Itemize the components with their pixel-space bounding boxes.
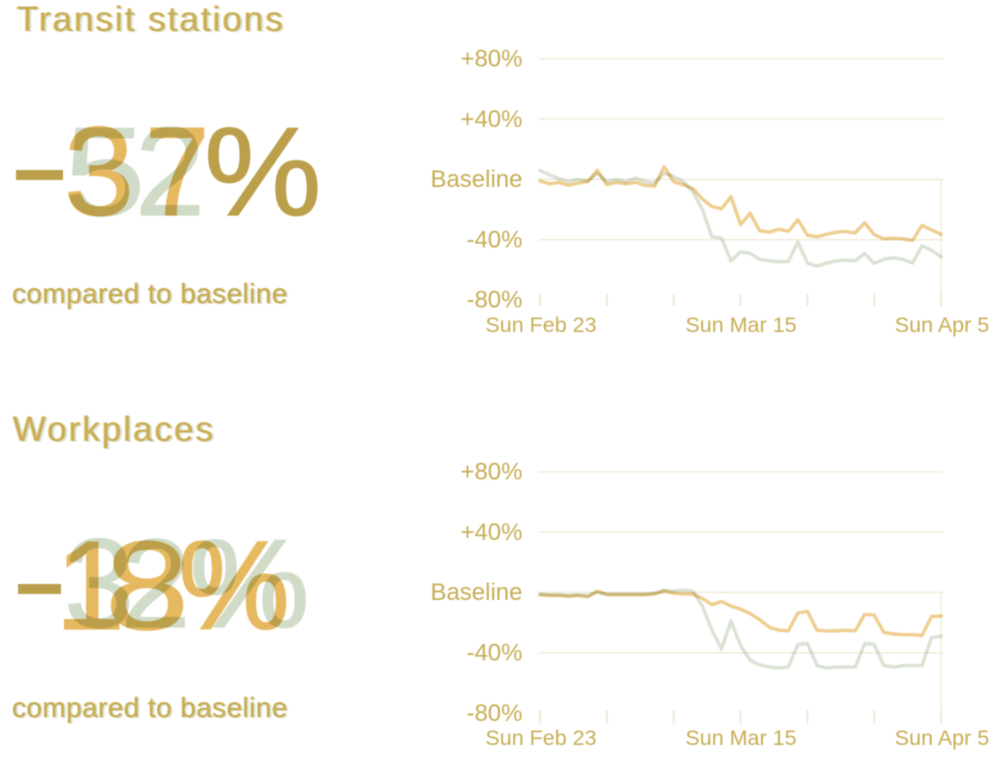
svg-text:Sun Mar 15: Sun Mar 15 bbox=[685, 313, 796, 337]
svg-text:-40%: -40% bbox=[466, 640, 522, 667]
svg-text:Sun Feb 23: Sun Feb 23 bbox=[485, 313, 596, 337]
svg-text:Baseline: Baseline bbox=[430, 579, 522, 606]
svg-text:+80%: +80% bbox=[460, 459, 522, 486]
svg-text:Sun Apr 5: Sun Apr 5 bbox=[895, 726, 989, 750]
svg-text:-40%: -40% bbox=[466, 226, 522, 253]
svg-text:-80%: -80% bbox=[466, 700, 522, 727]
svg-text:Sun Feb 23: Sun Feb 23 bbox=[485, 726, 596, 750]
svg-text:+40%: +40% bbox=[460, 519, 522, 546]
svg-text:Sun Apr 5: Sun Apr 5 bbox=[895, 313, 989, 337]
svg-text:Sun Mar 15: Sun Mar 15 bbox=[685, 726, 796, 750]
svg-text:+40%: +40% bbox=[460, 106, 522, 133]
svg-text:Baseline: Baseline bbox=[430, 166, 522, 193]
svg-text:-80%: -80% bbox=[466, 287, 522, 314]
svg-text:+80%: +80% bbox=[460, 46, 522, 73]
